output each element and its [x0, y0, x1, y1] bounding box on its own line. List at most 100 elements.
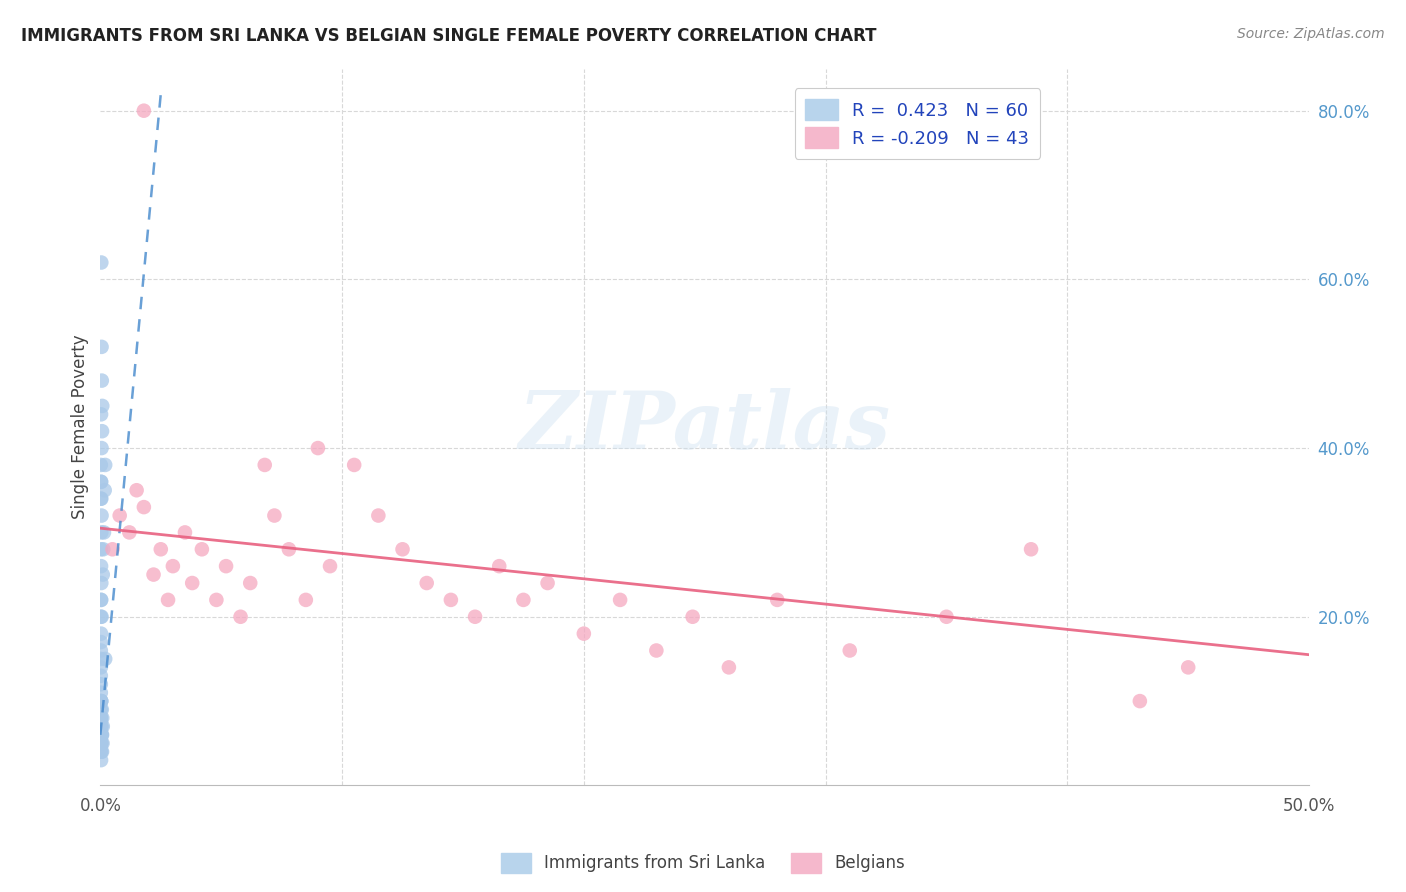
Point	[90, 711, 112, 725]
Point	[90, 745, 112, 759]
Point	[90, 694, 112, 708]
Point	[307, 441, 329, 455]
Point	[132, 103, 155, 118]
Point	[90, 458, 112, 472]
Point	[162, 559, 184, 574]
Point	[277, 542, 299, 557]
Point	[90, 340, 112, 354]
Point	[90, 441, 112, 455]
Point	[464, 609, 486, 624]
Point	[90, 407, 112, 421]
Y-axis label: Single Female Poverty: Single Female Poverty	[72, 334, 89, 519]
Point	[142, 567, 165, 582]
Legend: R =  0.423   N = 60, R = -0.209   N = 43: R = 0.423 N = 60, R = -0.209 N = 43	[794, 88, 1040, 159]
Point	[90, 677, 112, 691]
Point	[149, 542, 172, 557]
Point	[132, 500, 155, 515]
Point	[90, 702, 112, 716]
Point	[91, 399, 114, 413]
Point	[94, 652, 117, 666]
Point	[91, 424, 114, 438]
Point	[90, 719, 112, 733]
Point	[93, 525, 115, 540]
Point	[90, 736, 112, 750]
Point	[90, 728, 112, 742]
Point	[118, 525, 141, 540]
Point	[90, 719, 112, 733]
Point	[766, 593, 789, 607]
Point	[572, 626, 595, 640]
Point	[90, 542, 112, 557]
Point	[440, 593, 463, 607]
Point	[488, 559, 510, 574]
Point	[205, 593, 228, 607]
Point	[90, 508, 112, 523]
Point	[94, 458, 117, 472]
Point	[90, 609, 112, 624]
Text: IMMIGRANTS FROM SRI LANKA VS BELGIAN SINGLE FEMALE POVERTY CORRELATION CHART: IMMIGRANTS FROM SRI LANKA VS BELGIAN SIN…	[21, 27, 876, 45]
Point	[90, 728, 112, 742]
Point	[536, 576, 558, 591]
Point	[263, 508, 285, 523]
Point	[90, 694, 112, 708]
Point	[935, 609, 957, 624]
Point	[91, 567, 114, 582]
Point	[239, 576, 262, 591]
Point	[682, 609, 704, 624]
Point	[90, 753, 112, 767]
Point	[1177, 660, 1199, 674]
Point	[319, 559, 342, 574]
Point	[90, 635, 112, 649]
Point	[1129, 694, 1152, 708]
Point	[191, 542, 214, 557]
Point	[91, 542, 114, 557]
Point	[645, 643, 668, 657]
Point	[343, 458, 366, 472]
Point	[157, 593, 180, 607]
Point	[90, 652, 112, 666]
Point	[90, 475, 112, 489]
Point	[90, 660, 112, 674]
Point	[91, 728, 114, 742]
Point	[838, 643, 860, 657]
Point	[90, 593, 112, 607]
Point	[91, 711, 114, 725]
Point	[90, 728, 112, 742]
Point	[90, 374, 112, 388]
Point	[391, 542, 413, 557]
Point	[90, 475, 112, 489]
Point	[90, 576, 112, 591]
Point	[90, 255, 112, 269]
Point	[609, 593, 631, 607]
Point	[90, 669, 112, 683]
Point	[90, 728, 112, 742]
Point	[90, 694, 112, 708]
Text: ZIPatlas: ZIPatlas	[519, 388, 891, 466]
Point	[90, 609, 112, 624]
Point	[91, 745, 114, 759]
Point	[367, 508, 389, 523]
Point	[90, 525, 112, 540]
Point	[512, 593, 534, 607]
Point	[229, 609, 252, 624]
Text: Source: ZipAtlas.com: Source: ZipAtlas.com	[1237, 27, 1385, 41]
Point	[717, 660, 740, 674]
Point	[295, 593, 318, 607]
Point	[90, 711, 112, 725]
Point	[90, 702, 112, 716]
Point	[174, 525, 197, 540]
Point	[90, 711, 112, 725]
Point	[90, 736, 112, 750]
Point	[215, 559, 238, 574]
Point	[90, 736, 112, 750]
Point	[90, 491, 112, 506]
Point	[253, 458, 276, 472]
Point	[91, 736, 114, 750]
Point	[90, 626, 112, 640]
Point	[415, 576, 437, 591]
Point	[90, 593, 112, 607]
Point	[90, 711, 112, 725]
Point	[91, 719, 114, 733]
Point	[181, 576, 204, 591]
Point	[1019, 542, 1042, 557]
